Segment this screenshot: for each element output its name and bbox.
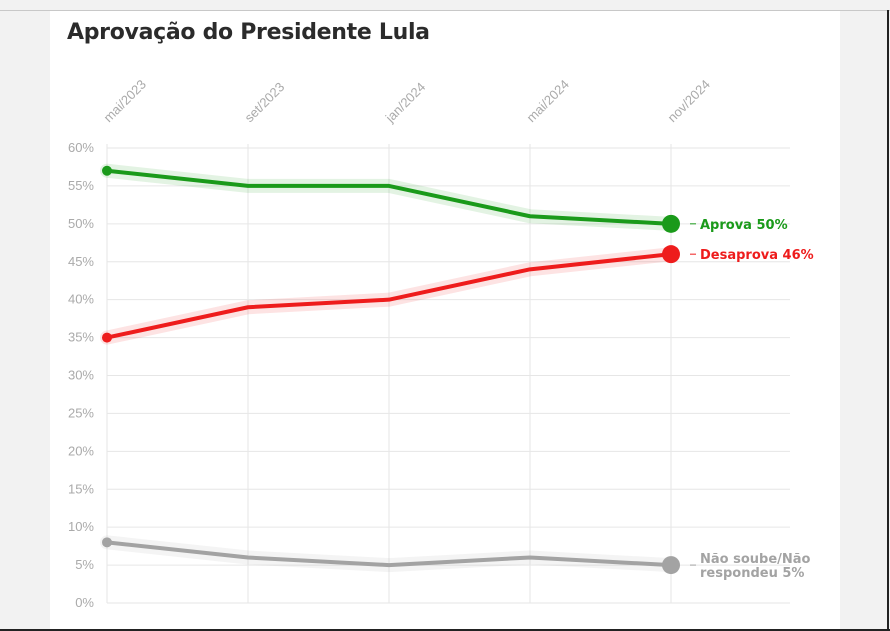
- series-end-point: [662, 556, 680, 575]
- x-tick-label: mai/2024: [524, 77, 572, 125]
- y-tick-label: 5%: [75, 557, 94, 572]
- series-end-point: [662, 214, 680, 233]
- y-tick-label: 25%: [68, 405, 94, 420]
- y-tick-label: 20%: [68, 443, 94, 458]
- series-end-label: respondeu 5%: [700, 566, 804, 581]
- x-tick-label: mai/2023: [101, 77, 149, 125]
- x-tick-label: set/2023: [242, 79, 288, 125]
- line-chart: 0% 5% 10% 15% 20% 25% 30% 35% 40% 45% 50% 55% 60% mai…: [68, 77, 814, 610]
- y-tick-label: 55%: [68, 178, 94, 193]
- y-tick-label: 0%: [75, 595, 94, 610]
- y-tick-label: 15%: [68, 481, 94, 496]
- y-tick-label: 30%: [68, 368, 94, 383]
- series-end-label: Desaprova 46%: [700, 248, 814, 263]
- x-tick-label: jan/2024: [382, 79, 429, 126]
- series-end-point: [662, 245, 680, 264]
- y-tick-label: 50%: [68, 216, 94, 231]
- chart-card: Aprovação do Presidente Lula 0% 5% 10% 15% 2…: [50, 11, 840, 629]
- series-line: [105, 252, 673, 340]
- x-tick-label: nov/2024: [665, 77, 713, 125]
- y-tick-label: 10%: [68, 519, 94, 534]
- y-tick-label: 35%: [68, 330, 94, 345]
- bottom-border: [0, 629, 890, 631]
- series-start-point: [102, 332, 112, 343]
- top-border: [0, 10, 890, 11]
- series-start-point: [102, 165, 112, 176]
- y-tick-label: 60%: [68, 140, 94, 155]
- chart-title: Aprovação do Presidente Lula: [67, 20, 430, 45]
- y-tick-label: 45%: [68, 254, 94, 269]
- series-end-label: Aprova 50%: [700, 218, 788, 233]
- series-end-label: Não soube/Não: [700, 552, 811, 567]
- series-line: [105, 168, 673, 226]
- series-line: [105, 540, 673, 568]
- series-start-point: [102, 537, 112, 548]
- y-tick-label: 40%: [68, 292, 94, 307]
- right-border: [887, 10, 889, 631]
